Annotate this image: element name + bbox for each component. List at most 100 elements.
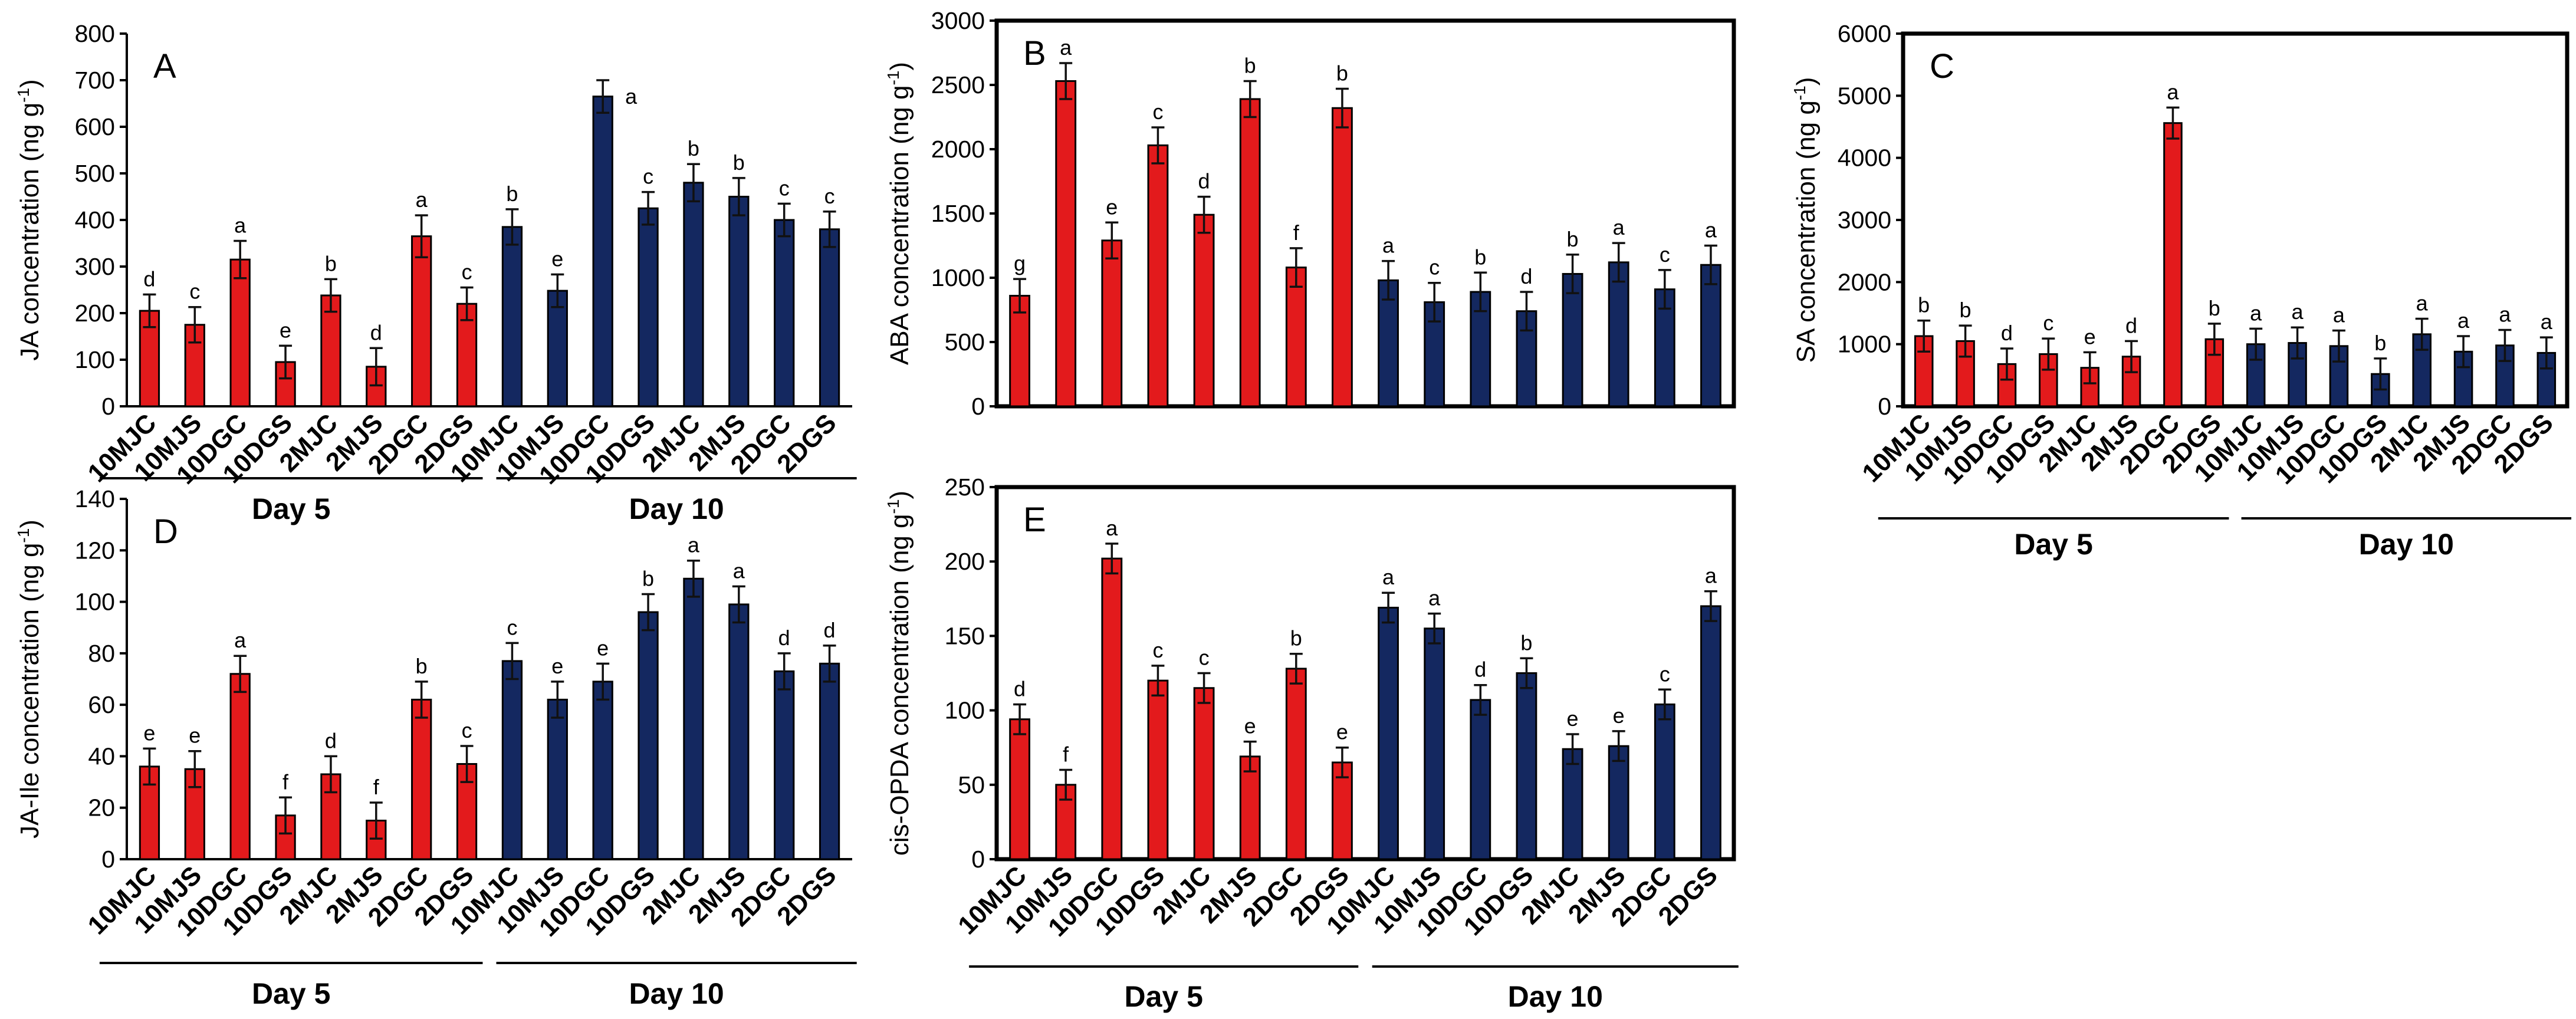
y-tick-label: 400 xyxy=(75,206,115,234)
significance-letter: b xyxy=(1567,227,1579,251)
y-tick-label: 300 xyxy=(75,253,115,280)
bar xyxy=(1193,687,1215,860)
bar xyxy=(229,673,251,860)
bar xyxy=(1239,755,1261,860)
y-axis-title: cis-OPDA concentration (ng g-1) xyxy=(884,491,914,856)
significance-letter: a xyxy=(234,213,247,238)
panel-letter: E xyxy=(1023,501,1046,539)
significance-letter: a xyxy=(1382,234,1395,258)
y-axis-title-close: ) xyxy=(15,79,44,88)
bar xyxy=(638,207,659,407)
bar xyxy=(456,763,478,860)
bar xyxy=(229,258,251,407)
significance-letter: a xyxy=(1613,215,1625,239)
bar xyxy=(592,96,613,407)
bar xyxy=(2163,122,2183,407)
significance-letter: a xyxy=(2541,310,2553,334)
bar xyxy=(411,235,432,407)
y-axis-title-main: ABA concentration (ng g xyxy=(885,86,914,366)
y-tick-label: 2500 xyxy=(931,71,985,98)
y-tick-label: 500 xyxy=(945,328,985,356)
bar xyxy=(1285,267,1307,407)
significance-letter: a xyxy=(2250,301,2262,325)
significance-letter: d xyxy=(143,267,155,291)
y-axis-title-close: ) xyxy=(1792,77,1821,86)
bar xyxy=(1101,239,1123,407)
y-tick-label: 100 xyxy=(75,589,115,616)
y-tick-label: 800 xyxy=(75,20,115,47)
bar xyxy=(1562,272,1583,407)
group-label: Day 5 xyxy=(1124,980,1202,1013)
significance-letter: c xyxy=(1660,242,1670,267)
bar xyxy=(1470,699,1491,860)
significance-letter: d xyxy=(1474,658,1486,682)
y-tick-label: 0 xyxy=(971,846,985,873)
y-tick-label: 4000 xyxy=(1838,144,1891,172)
significance-letter: b xyxy=(1336,61,1348,86)
y-axis-title-close: ) xyxy=(885,491,914,499)
significance-letter: d xyxy=(778,626,790,650)
significance-letter: a xyxy=(2416,291,2429,315)
significance-letter: f xyxy=(373,775,380,799)
panel-c: 0 1000 2000 3000 4000 5000 6000 SA concentratio… xyxy=(1790,20,2572,561)
bar xyxy=(547,290,568,407)
significance-letter: d xyxy=(1198,169,1210,193)
bar xyxy=(728,603,750,860)
significance-letter: b xyxy=(1474,245,1486,269)
panel-letter: A xyxy=(153,47,176,86)
significance-letter: e xyxy=(1244,714,1256,738)
panel-d: 0 20 40 60 80 100 120 140 JA-Ile concentration (… xyxy=(14,485,857,1010)
significance-letter: a xyxy=(688,533,700,557)
bar xyxy=(683,577,704,860)
bar xyxy=(1608,261,1629,407)
significance-letter: a xyxy=(416,188,428,212)
y-tick-label: 80 xyxy=(88,640,115,667)
y-axis-title-main: JA concentration (ng g xyxy=(15,103,44,361)
significance-letter: f xyxy=(1293,221,1300,245)
y-tick-label: 5000 xyxy=(1838,82,1891,109)
y-axis-title-sup: -1 xyxy=(14,528,32,543)
significance-letter: b xyxy=(733,150,745,175)
y-tick-label: 60 xyxy=(88,691,115,718)
significance-letter: g xyxy=(1014,251,1026,275)
y-tick-label: 0 xyxy=(101,393,115,420)
y-axis-title-sup: -1 xyxy=(14,88,32,103)
bar xyxy=(819,228,840,407)
significance-letter: e xyxy=(1567,706,1579,731)
significance-letter: d xyxy=(824,618,836,642)
bar xyxy=(1654,704,1675,860)
bar xyxy=(1147,679,1169,860)
y-tick-label: 140 xyxy=(75,485,115,512)
panel-letter: D xyxy=(153,512,178,551)
significance-letter: a xyxy=(1382,565,1395,589)
bar xyxy=(1239,98,1261,407)
bar xyxy=(1332,107,1353,407)
bar xyxy=(1378,606,1399,860)
significance-letter: a xyxy=(2333,303,2345,327)
significance-letter: e xyxy=(1613,704,1625,728)
significance-letter: c xyxy=(1199,646,1210,670)
bar xyxy=(1608,745,1629,860)
group-label: Day 5 xyxy=(252,977,330,1010)
significance-letter: b xyxy=(416,654,428,678)
y-tick-label: 700 xyxy=(75,67,115,94)
bar xyxy=(592,681,613,860)
y-tick-label: 500 xyxy=(75,160,115,187)
significance-letter: b xyxy=(1290,626,1302,650)
bar xyxy=(411,698,432,860)
significance-letter: c xyxy=(462,260,472,284)
significance-letter: a xyxy=(1060,35,1072,60)
y-tick-label: 2000 xyxy=(1838,268,1891,295)
y-tick-label: 200 xyxy=(945,548,985,575)
bar xyxy=(774,670,795,860)
y-tick-label: 3000 xyxy=(931,7,985,34)
y-tick-label: 0 xyxy=(971,393,985,420)
bar xyxy=(1516,672,1537,860)
significance-letter: c xyxy=(824,184,835,208)
y-tick-label: 0 xyxy=(101,846,115,873)
y-axis-title-main: SA concentration (ng g xyxy=(1792,100,1821,363)
panel-b: 0 500 1000 1500 2000 2500 3000 ABA concentratio… xyxy=(884,7,1736,420)
significance-letter: a xyxy=(1428,586,1441,610)
panel-a: 0 100 200 300 400 500 600 700 800 JA concentratio… xyxy=(14,20,857,525)
y-tick-label: 1000 xyxy=(1838,331,1891,358)
